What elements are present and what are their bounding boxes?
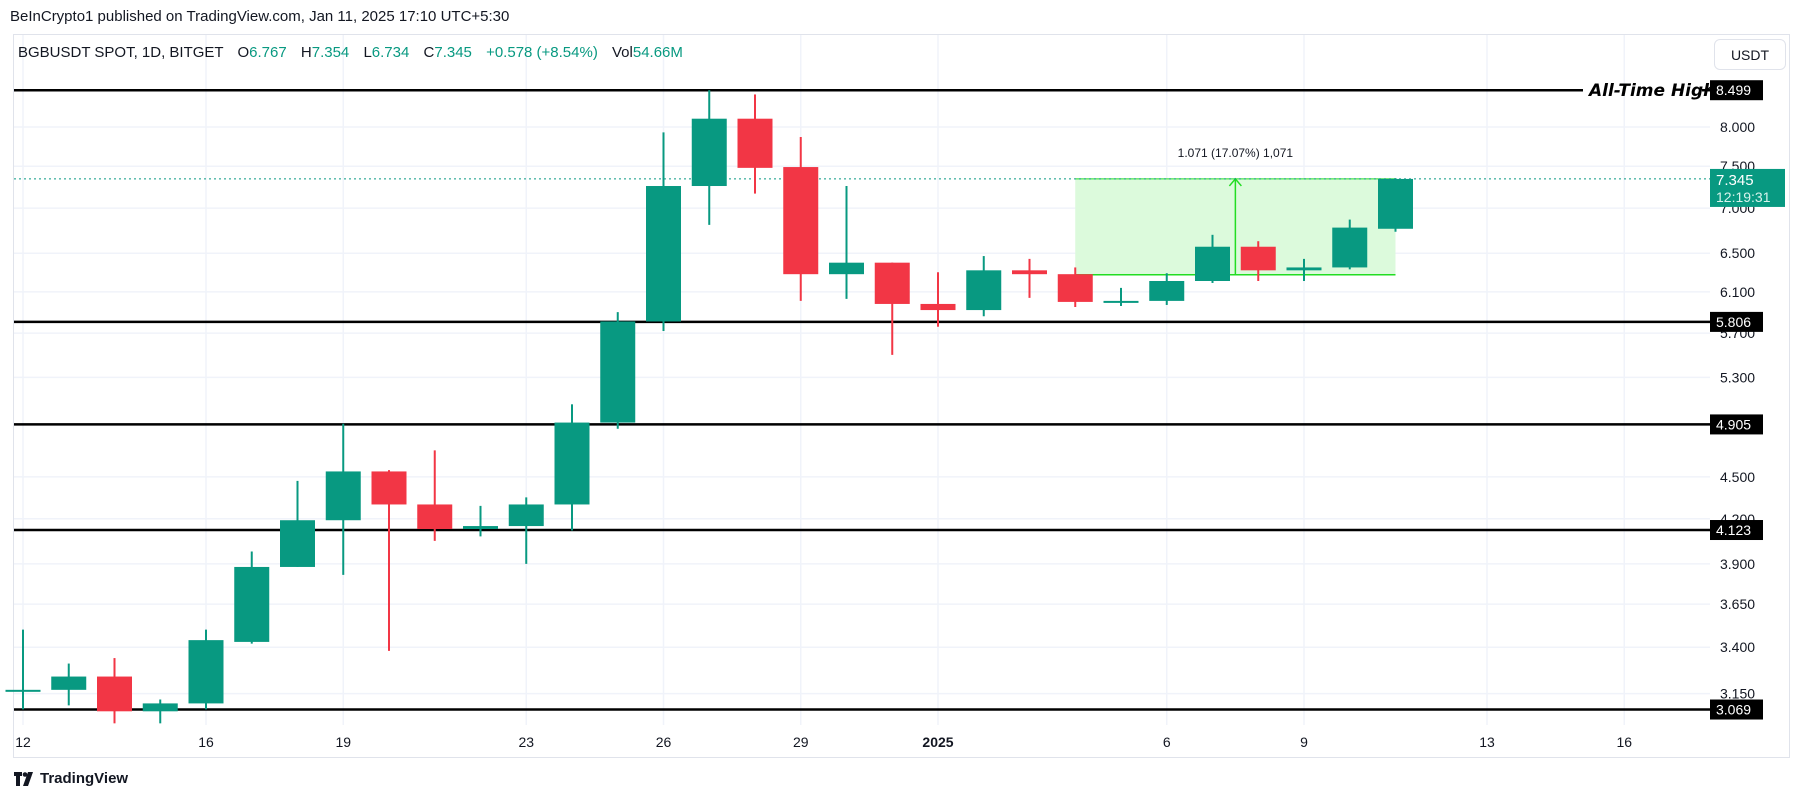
candle-down — [417, 504, 453, 529]
candle-down — [1057, 274, 1093, 302]
candle-up — [234, 566, 270, 642]
price-tick-label: 8.000 — [1720, 119, 1755, 135]
level-price-tag — [1710, 699, 1763, 720]
level-price-tag — [1710, 311, 1763, 332]
currency-button[interactable]: USDT — [1714, 39, 1786, 70]
date-tick-label: 2025 — [922, 734, 953, 750]
candle-down — [737, 118, 773, 168]
last-price-tag — [1710, 168, 1785, 207]
candle-up — [966, 270, 1002, 311]
candle-down — [97, 676, 132, 712]
measure-label: 1.071 (17.07%) 1,071 — [1178, 146, 1294, 160]
date-tick-label: 9 — [1300, 734, 1308, 750]
publisher-line: BeInCrypto1 published on TradingView.com… — [10, 8, 510, 25]
chart-frame — [13, 34, 1790, 758]
candle-up — [829, 262, 864, 275]
price-tick-label: 3.900 — [1720, 556, 1755, 572]
high-value: 7.354 — [311, 44, 350, 61]
level-price-label: 5.806 — [1716, 314, 1751, 330]
close-label: C — [423, 44, 435, 61]
candle-up — [325, 471, 361, 521]
tradingview-logo-icon — [14, 771, 33, 786]
candle-down — [874, 262, 910, 304]
candle-down — [371, 471, 407, 505]
symbol-name[interactable]: BGBUSDT SPOT, 1D, BITGET — [18, 44, 224, 61]
candle-up — [142, 703, 178, 712]
volume-label: Vol — [612, 44, 633, 61]
bar-countdown-label: 12:19:31 — [1716, 189, 1771, 205]
candle-down — [920, 303, 956, 311]
date-tick-label: 12 — [15, 734, 31, 750]
open-value: 6.767 — [249, 44, 287, 61]
last-price-label: 7.345 — [1716, 172, 1754, 189]
candle-up — [5, 689, 41, 692]
price-tick-label: 6.100 — [1720, 284, 1755, 300]
symbol-legend: BGBUSDT SPOT, 1D, BITGET O6.767 H7.354 L… — [18, 44, 683, 61]
candle-up — [1332, 227, 1368, 268]
date-tick-label: 16 — [1616, 734, 1632, 750]
tradingview-logo[interactable]: TradingView — [14, 770, 128, 787]
candle-up — [1149, 280, 1185, 301]
price-tick-label: 3.650 — [1720, 596, 1755, 612]
level-annotation: All-Time High — [1587, 81, 1715, 101]
date-tick-label: 26 — [656, 734, 672, 750]
price-tick-label: 3.150 — [1720, 686, 1755, 702]
low-label: L — [363, 44, 372, 61]
low-value: 6.734 — [371, 44, 410, 61]
date-tick-label: 19 — [335, 734, 351, 750]
candle-up — [1378, 178, 1413, 229]
candle-up — [1286, 267, 1322, 271]
change-value: +0.578 (+8.54%) — [486, 44, 598, 61]
level-price-tag — [1710, 80, 1763, 101]
price-tick-label: 6.500 — [1720, 245, 1755, 261]
candle-up — [646, 186, 681, 322]
level-price-label: 3.069 — [1716, 702, 1751, 718]
candle-up — [463, 526, 498, 529]
candle-up — [1103, 300, 1139, 303]
candle-up — [554, 422, 590, 505]
brand-name: TradingView — [40, 770, 129, 787]
level-price-label: 4.123 — [1716, 522, 1751, 538]
close-value: 7.345 — [434, 44, 472, 61]
date-tick-label: 6 — [1163, 734, 1171, 750]
candle-up — [188, 640, 224, 704]
candle-down — [1012, 270, 1047, 275]
candle-down — [783, 167, 819, 275]
candle-down — [1240, 246, 1276, 271]
level-price-tag — [1710, 414, 1763, 435]
level-price-tag — [1710, 520, 1763, 541]
candle-up — [280, 520, 315, 567]
date-tick-label: 23 — [518, 734, 534, 750]
date-tick-label: 16 — [198, 734, 214, 750]
candle-up — [51, 676, 87, 690]
date-tick-label: 13 — [1479, 734, 1495, 750]
price-tick-label: 4.500 — [1720, 469, 1755, 485]
candle-up — [1195, 246, 1230, 281]
level-price-label: 8.499 — [1716, 82, 1751, 98]
price-tick-label: 5.300 — [1720, 369, 1755, 385]
high-label: H — [300, 44, 312, 61]
candle-up — [691, 118, 727, 187]
date-tick-label: 29 — [793, 734, 809, 750]
candle-up — [600, 321, 636, 423]
price-tick-label: 3.400 — [1720, 639, 1755, 655]
volume-value: 54.66M — [632, 44, 683, 61]
candle-up — [508, 504, 544, 527]
level-price-label: 4.905 — [1716, 416, 1751, 432]
open-label: O — [237, 44, 250, 61]
